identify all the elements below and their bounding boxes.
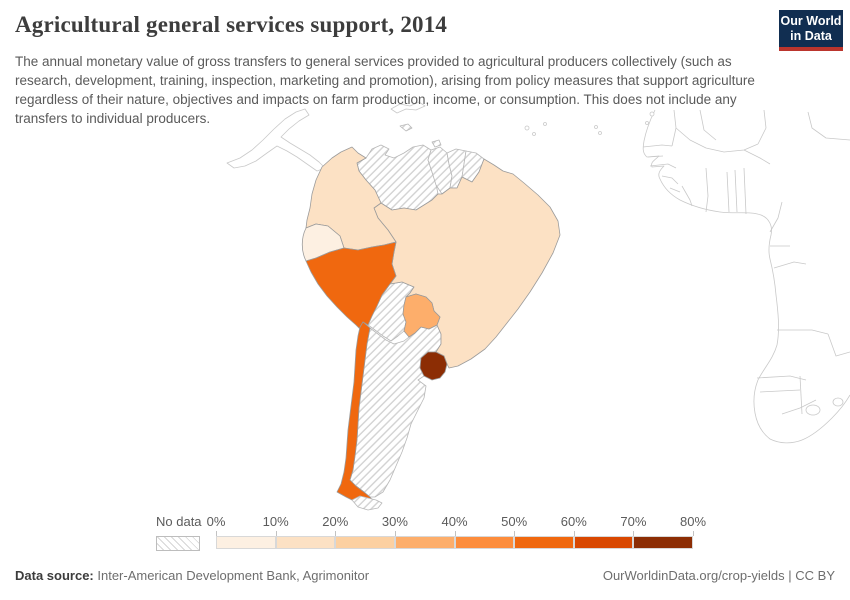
legend-tick-mark — [633, 531, 635, 536]
island-no-data — [399, 123, 413, 132]
africa-border — [743, 167, 747, 215]
africa-border — [681, 185, 693, 207]
legend-tick-mark — [216, 531, 217, 536]
island-dot — [594, 125, 598, 129]
africa-border-swaziland — [832, 397, 844, 407]
africa-border — [649, 163, 677, 169]
island-dot — [532, 132, 536, 136]
africa-border — [799, 375, 803, 415]
legend-tick-label: 0% — [206, 514, 226, 529]
legend-tick-mark — [275, 531, 277, 536]
country-tierra-del-fuego-no-data[interactable] — [351, 495, 383, 511]
legend-tick-label: 60% — [560, 514, 587, 529]
africa-border — [743, 149, 771, 165]
africa-border — [726, 171, 730, 213]
legend-tick-label: 80% — [679, 514, 707, 529]
africa-border — [781, 399, 817, 415]
legend-tick-label: 50% — [501, 514, 528, 529]
legend-tick-label: 40% — [441, 514, 468, 529]
legend-bin[interactable] — [275, 536, 336, 549]
africa-border — [759, 389, 801, 393]
legend-tick-label: 30% — [381, 514, 408, 529]
legend-bin[interactable] — [633, 536, 693, 549]
legend-tick-mark — [573, 531, 575, 536]
page-title: Agricultural general services support, 2… — [15, 12, 448, 37]
island-dot — [649, 111, 655, 117]
legend-no-data-label: No data — [156, 514, 202, 529]
owid-logo[interactable]: Our World in Data — [779, 10, 843, 51]
legend-tick-label: 10% — [262, 514, 289, 529]
world-map — [226, 101, 850, 511]
africa-border — [827, 333, 850, 357]
country-brazil[interactable] — [373, 158, 561, 369]
africa-border — [777, 329, 829, 335]
africa-border — [807, 111, 850, 141]
africa-coastline — [642, 109, 850, 444]
island-dot — [598, 131, 602, 135]
footer: Data source: Inter-American Development … — [15, 568, 835, 583]
country-ecuador[interactable] — [301, 223, 345, 262]
africa-border — [642, 144, 673, 148]
legend-bin[interactable] — [573, 536, 634, 549]
country-peru[interactable] — [305, 241, 397, 331]
data-source-value: Inter-American Development Bank, Agrimon… — [93, 568, 370, 583]
legend-scale: 0% 10% 20% 30% 40% 50% 60% 70% 80% — [207, 514, 706, 552]
africa-border — [756, 375, 807, 381]
legend-tick-mark — [693, 531, 694, 536]
owid-logo-line1: Our World — [780, 14, 842, 28]
owid-logo-line2: in Data — [790, 29, 832, 43]
legend-tick-label: 70% — [620, 514, 647, 529]
island-dot — [543, 122, 547, 126]
legend-bin[interactable] — [514, 536, 574, 549]
legend-tick-mark — [514, 531, 516, 536]
legend-no-data-swatch[interactable] — [156, 536, 200, 551]
credit-link[interactable]: OurWorldinData.org/crop-yields | CC BY — [602, 568, 835, 583]
africa-border — [705, 167, 709, 213]
caribbean-island-outline — [390, 101, 426, 114]
africa-border — [675, 127, 759, 153]
africa-border — [734, 169, 738, 213]
africa-border — [661, 175, 679, 185]
legend-tick-mark — [335, 531, 337, 536]
africa-border-lesotho — [805, 404, 821, 416]
data-source: Data source: Inter-American Development … — [15, 568, 369, 583]
chart-subtitle: The annual monetary value of gross trans… — [15, 54, 755, 126]
island-dot — [524, 125, 530, 131]
africa-border — [773, 261, 807, 269]
legend-tick-mark — [454, 531, 456, 536]
legend-bin[interactable] — [394, 536, 455, 549]
country-paraguay[interactable] — [402, 293, 441, 338]
africa-border — [647, 155, 664, 158]
legend-bin[interactable] — [216, 536, 276, 549]
legend-tick-mark — [394, 531, 396, 536]
legend-tick-label: 20% — [322, 514, 349, 529]
central-america-outline — [226, 108, 326, 172]
data-source-label: Data source: — [15, 568, 94, 583]
country-colombia[interactable] — [305, 146, 397, 251]
island-trinidad-no-data — [431, 139, 442, 148]
africa-border — [757, 109, 767, 145]
country-uruguay[interactable] — [419, 351, 448, 381]
africa-border — [699, 109, 717, 141]
africa-border — [769, 201, 783, 233]
legend-bin[interactable] — [335, 536, 395, 549]
legend-bin[interactable] — [454, 536, 515, 549]
africa-border — [669, 187, 681, 193]
island-dot — [645, 121, 649, 125]
